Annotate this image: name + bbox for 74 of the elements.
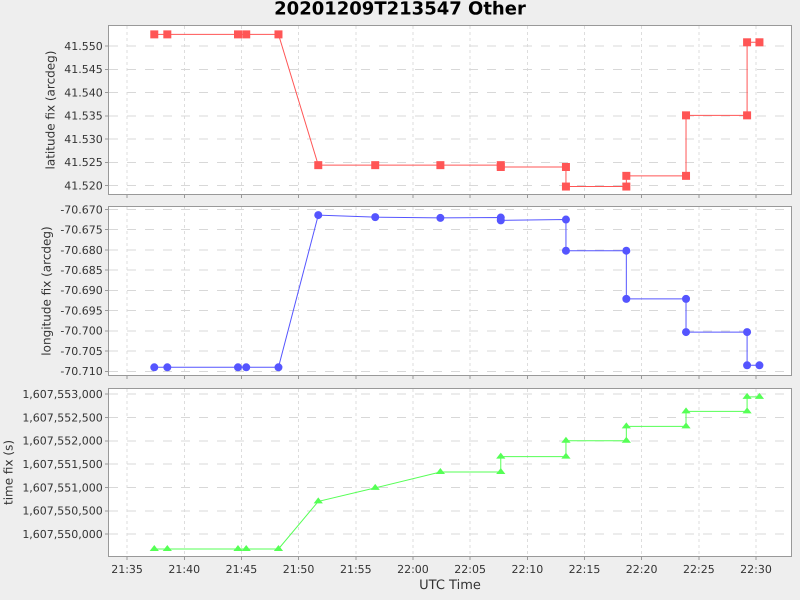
point (150, 363, 158, 372)
point (622, 172, 630, 180)
x-axis-title: UTC Time (419, 578, 481, 593)
x-tick-label: 22:10 (511, 563, 544, 576)
point (234, 30, 242, 38)
y-axis-title: latitude fix (arcdeg) (44, 50, 58, 170)
point (436, 161, 444, 170)
y-tick-label: 1,607,552,500 (22, 411, 103, 424)
point (314, 161, 322, 170)
point (436, 214, 444, 222)
point (163, 363, 172, 372)
x-tick-label: 21:35 (111, 563, 143, 576)
y-tick-label: 1,607,552,000 (22, 434, 103, 448)
x-tick-label: 22:05 (454, 563, 486, 576)
point (242, 363, 250, 372)
point (163, 30, 172, 38)
point (622, 246, 630, 255)
y-tick-label: -70.695 (60, 304, 103, 318)
point (562, 163, 570, 172)
point (274, 30, 282, 38)
x-tick-label: 22:00 (397, 563, 429, 576)
x-tick-label: 22:15 (568, 563, 600, 576)
point (562, 246, 570, 255)
y-tick-label: -70.670 (60, 203, 103, 216)
point (755, 361, 764, 370)
x-tick-label: 22:20 (626, 563, 658, 576)
point (234, 363, 242, 372)
y-tick-label: 1,607,553,000 (22, 388, 103, 401)
y-tick-label: -70.705 (60, 344, 103, 358)
point (562, 182, 570, 191)
x-tick-label: 21:50 (282, 563, 314, 576)
x-tick-label: 22:30 (740, 563, 772, 576)
y-tick-label: 41.520 (64, 179, 103, 192)
y-tick-label: -70.675 (60, 224, 103, 237)
point (682, 172, 690, 180)
point (371, 161, 380, 170)
y-tick-label: -70.680 (60, 244, 103, 257)
point (682, 328, 690, 336)
point (622, 182, 630, 191)
x-tick-label: 22:25 (683, 563, 715, 576)
point (743, 361, 752, 370)
y-axis-title: longitude fix (arcdeg) (40, 226, 54, 356)
y-tick-label: 41.525 (64, 156, 103, 170)
point (562, 216, 570, 224)
y-tick-label: 41.545 (64, 63, 103, 76)
point (242, 30, 250, 38)
y-tick-label: -70.685 (60, 264, 103, 277)
point (371, 213, 380, 222)
point (150, 30, 158, 38)
y-tick-label: 1,607,551,000 (22, 481, 103, 494)
y-tick-label: 1,607,550,000 (22, 528, 103, 541)
point (743, 111, 752, 120)
chart-title: 20201209T213547 Other (274, 0, 526, 20)
point (274, 363, 282, 372)
point (682, 111, 690, 120)
x-tick-label: 21:40 (168, 563, 200, 576)
x-tick-label: 21:55 (340, 563, 372, 576)
y-tick-label: 41.550 (64, 40, 103, 53)
point (743, 38, 752, 46)
y-axis-title: time fix (s) (2, 440, 16, 506)
y-tick-label: 41.530 (64, 132, 103, 146)
point (755, 38, 764, 46)
y-tick-label: -70.710 (60, 365, 103, 378)
y-tick-label: 41.535 (64, 110, 103, 123)
point (622, 294, 630, 303)
y-tick-label: -70.700 (60, 324, 103, 338)
point (682, 294, 690, 303)
y-tick-label: 1,607,551,500 (22, 458, 103, 471)
y-tick-label: 1,607,550,500 (22, 504, 103, 518)
point (743, 328, 752, 336)
point (314, 211, 322, 220)
y-tick-label: 41.540 (64, 86, 103, 100)
y-tick-label: -70.690 (60, 284, 103, 298)
x-tick-label: 21:45 (226, 563, 258, 576)
